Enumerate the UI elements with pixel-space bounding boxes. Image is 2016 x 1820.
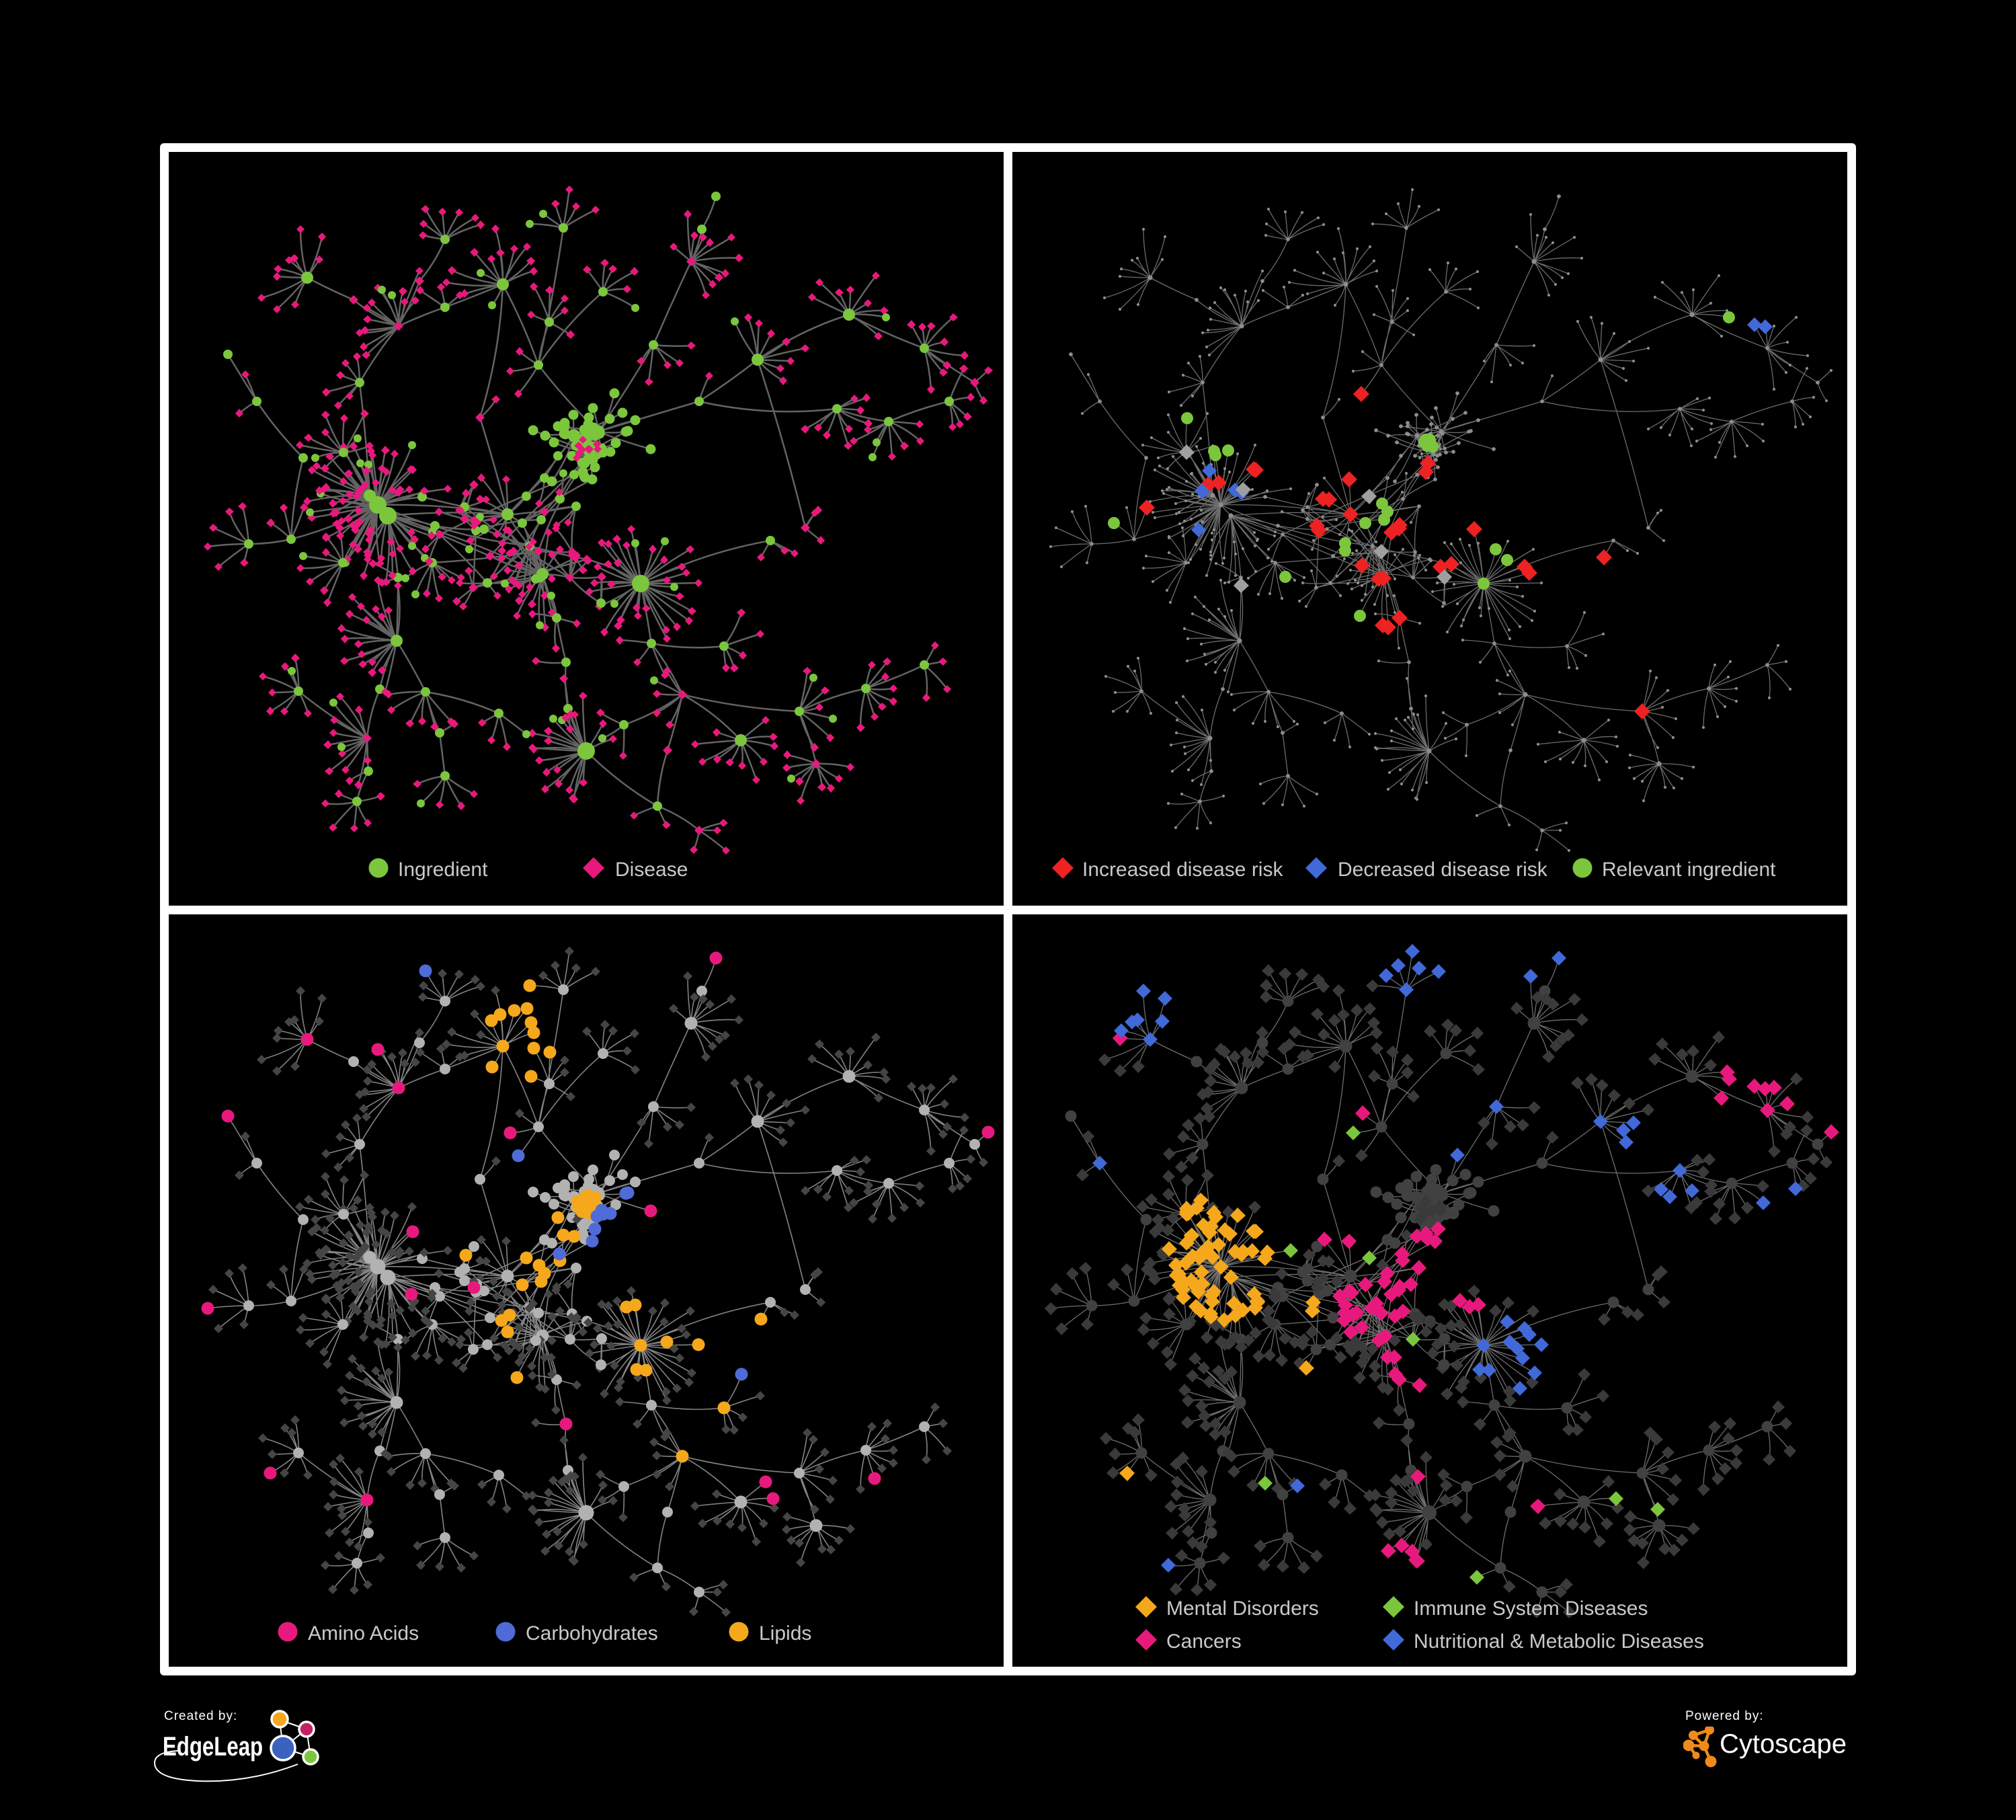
svg-text:Disease: Disease bbox=[615, 859, 688, 881]
svg-text:Immune System Diseases: Immune System Diseases bbox=[1414, 1597, 1648, 1620]
svg-text:Nutritional & Metabolic Diseas: Nutritional & Metabolic Diseases bbox=[1414, 1630, 1704, 1653]
svg-text:Increased disease risk: Increased disease risk bbox=[1082, 859, 1283, 881]
svg-text:Cancers: Cancers bbox=[1166, 1630, 1242, 1653]
svg-text:Amino Acids: Amino Acids bbox=[308, 1622, 419, 1645]
svg-text:Decreased disease risk: Decreased disease risk bbox=[1338, 859, 1548, 881]
svg-text:Relevant ingredient: Relevant ingredient bbox=[1602, 859, 1776, 881]
svg-text:Lipids: Lipids bbox=[759, 1622, 811, 1645]
svg-text:Mental Disorders: Mental Disorders bbox=[1166, 1597, 1319, 1620]
svg-text:Carbohydrates: Carbohydrates bbox=[526, 1622, 658, 1645]
svg-text:Ingredient: Ingredient bbox=[398, 859, 488, 881]
